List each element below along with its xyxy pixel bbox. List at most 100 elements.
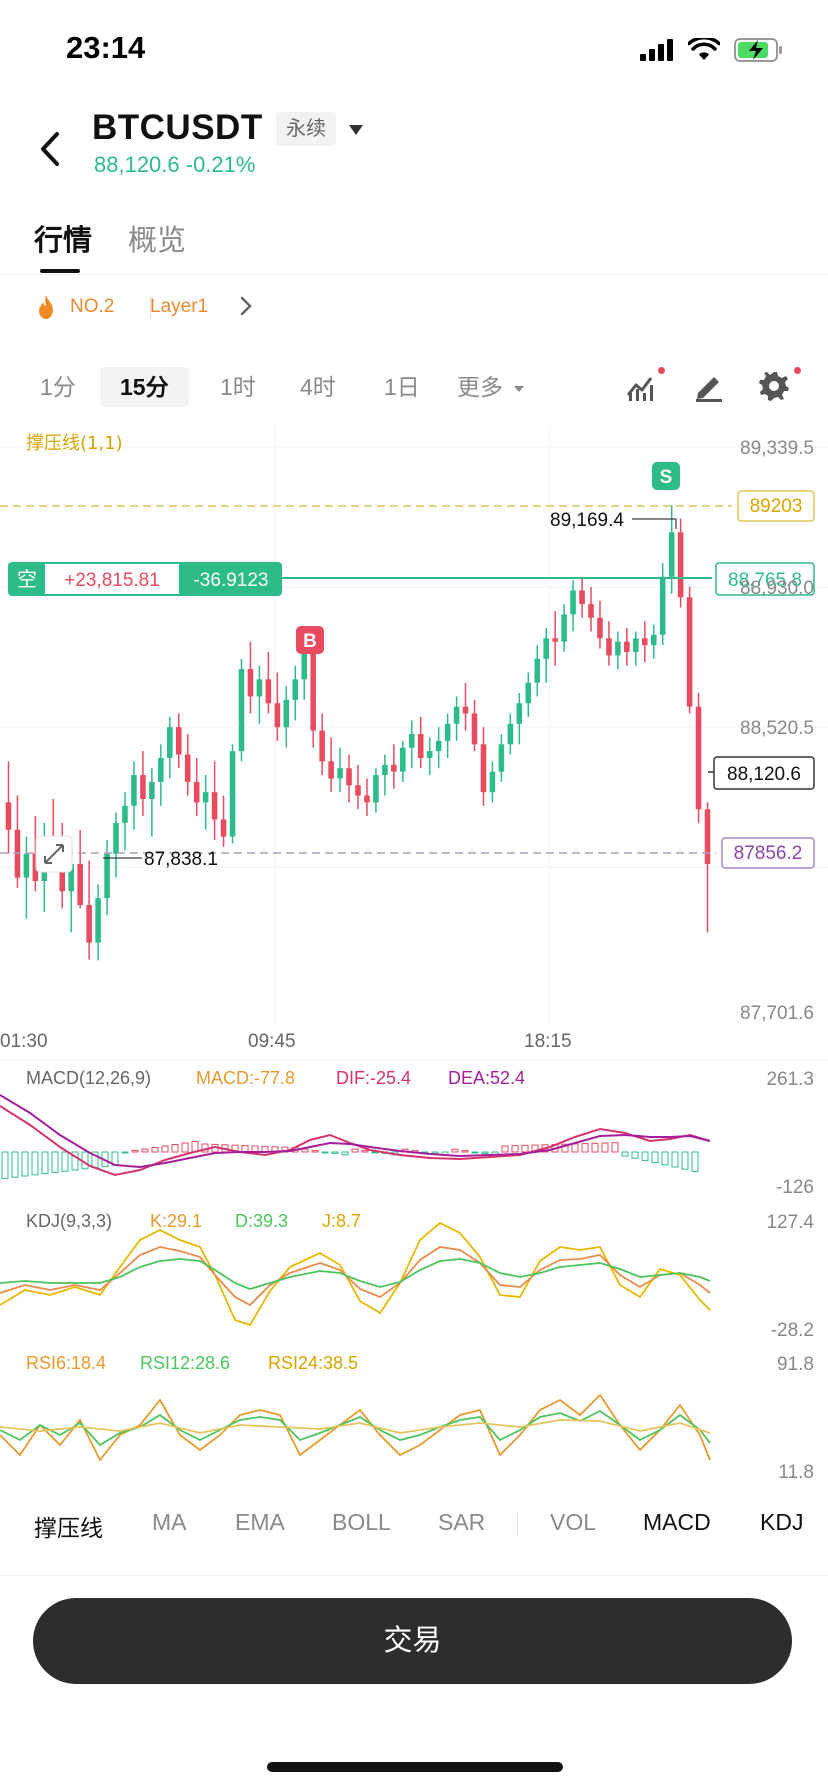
tab-ema[interactable]: EMA [235,1509,285,1535]
tab-kdj[interactable]: KDJ [760,1509,804,1535]
macd-bar [671,1151,679,1168]
position-qty: -36.9123 [193,570,268,591]
buy-marker[interactable]: B [296,626,324,654]
interval-4h[interactable]: 4时 [300,374,336,400]
macd-bar [301,1148,309,1153]
candle-body [444,723,451,741]
price-axis-tick: 88,930.0 [740,578,814,599]
kdj-k-line [0,1246,711,1307]
buy-marker-label: B [303,631,317,652]
candle-body [525,682,532,704]
candle-body [104,853,110,899]
rsi-axis-top: 91.8 [777,1354,814,1375]
price-axis-tick: 88,520.5 [740,718,814,739]
candle-body [328,761,334,779]
symbol-dropdown-button[interactable] [342,118,370,142]
bottom-divider [0,1575,828,1576]
tab-sar[interactable]: SAR [438,1509,486,1535]
time-axis-tick: 01:30 [0,1031,48,1052]
macd-bar [31,1151,39,1176]
sell-marker[interactable]: S [652,462,680,490]
resistance-tag-box [737,490,815,522]
candle-body [373,775,379,803]
macd-bar [141,1148,149,1153]
candle-body [382,764,388,776]
candle-body [480,744,487,793]
candle-body [274,703,281,728]
macd-bar [41,1151,49,1175]
candle-body [364,795,370,803]
rank-tag: NO.2 [70,296,115,317]
tab-boll[interactable]: BOLL [332,1509,391,1535]
macd-bar [131,1150,139,1153]
wifi-icon [688,38,720,60]
candles [5,505,711,961]
candle-body [167,727,173,758]
candle-body [561,614,567,642]
candle-body [337,768,343,779]
candle-body [211,792,218,820]
candle-body [247,669,254,697]
candle-body [238,669,245,752]
kdj-k: K:29.1 [150,1211,202,1231]
candle-body [158,757,164,782]
position-tag[interactable]: 空 +23,815.81 -36.9123 [8,562,282,596]
macd-bar [361,1150,369,1153]
macd-bar [121,1151,129,1154]
back-button[interactable] [28,124,72,174]
interval-1d[interactable]: 1日 [384,374,420,400]
macd-value: MACD:-77.8 [196,1068,295,1088]
expand-chart-icon[interactable] [35,835,73,873]
fire-icon [39,295,53,319]
tab-vol[interactable]: VOL [550,1509,597,1535]
home-indicator [267,1762,563,1772]
cellular-signal-icon [640,39,673,61]
settings-gear-icon[interactable] [757,369,791,403]
interval-more-label: 更多 [457,374,503,400]
macd-bar [371,1151,379,1154]
tab-overview[interactable]: 概览 [128,225,187,257]
candle-body [606,638,612,656]
chevron-right-icon [240,296,252,316]
indicator-chart-icon[interactable] [624,369,658,403]
current-price-box [713,756,815,790]
candle-body [498,744,505,772]
tab-ma[interactable]: MA [152,1509,187,1535]
candle-body [113,822,119,854]
candle-body [633,638,639,652]
tab-market[interactable]: 行情 [34,225,93,257]
symbol-title[interactable]: BTCUSDT [92,108,263,147]
high-price-label: 89,169.4 [550,510,624,531]
status-icons [640,38,784,62]
macd-bar [571,1143,579,1153]
support-resistance-indicator-label: 撑压线(1,1) [26,433,123,454]
grid [0,425,828,1025]
candle-body [23,853,30,878]
draw-pencil-icon[interactable] [692,369,726,403]
macd-bar [181,1142,189,1153]
candle-body [677,532,684,598]
macd-dea-line [0,1094,711,1169]
tab-macd[interactable]: MACD [643,1509,711,1535]
support-price-label: 87856.2 [734,843,803,864]
candle-body [695,706,702,810]
interval-more[interactable]: 更多 [457,367,525,407]
candle-body [355,785,361,796]
candle-body [400,747,406,772]
macd-bar [51,1151,59,1173]
tab-support-resistance[interactable]: 撑压线 [34,1515,103,1541]
candle-body [391,764,397,772]
contract-type-badge[interactable]: 永续 [276,112,336,146]
candle-body [140,775,146,799]
tag-row[interactable]: NO.2 Layer1 [0,284,828,330]
candle-body [516,703,523,724]
interval-15m[interactable]: 15分 [100,367,189,407]
macd-bar [451,1148,459,1153]
chart-area[interactable]: 89203 87856.2 空 +23,815.81 -36.9123 88,7… [0,425,828,1495]
macd-bar [11,1151,19,1178]
candlestick-chart[interactable]: 89203 87856.2 空 +23,815.81 -36.9123 88,7… [0,425,828,1495]
interval-1m[interactable]: 1分 [40,374,76,400]
candle-body [319,730,325,762]
trade-button[interactable]: 交易 [33,1598,792,1684]
interval-1h[interactable]: 1时 [220,374,256,400]
